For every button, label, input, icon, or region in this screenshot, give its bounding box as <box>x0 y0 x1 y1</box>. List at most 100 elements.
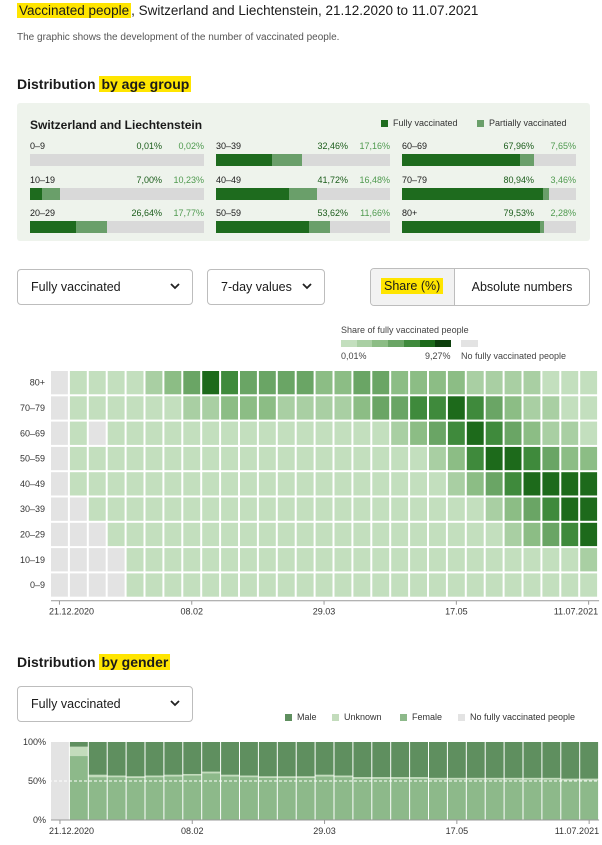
heatmap-cell <box>145 396 163 420</box>
partially-vaccinated-bar <box>542 188 549 200</box>
period-select[interactable]: 7-day values <box>207 269 325 305</box>
gender-select-value: Fully vaccinated <box>31 697 121 711</box>
heatmap-cell <box>447 497 465 521</box>
heatmap-cell <box>542 573 560 597</box>
heatmap-cell <box>580 573 598 597</box>
partially-vaccinated-bar <box>540 221 545 233</box>
fully-vaccinated-bar <box>402 154 521 166</box>
heatmap-cell <box>561 446 579 471</box>
heatmap-cell <box>334 573 352 597</box>
partially-vaccinated-value: 17,16% <box>359 141 390 151</box>
gender-bar-male <box>126 742 145 777</box>
heatmap-cell <box>296 371 314 395</box>
legend-no-data-label: No fully vaccinated people <box>470 712 576 722</box>
gender-bar-male <box>183 742 202 774</box>
legend-no-data-swatch <box>458 713 465 721</box>
heatmap-cell <box>523 421 541 445</box>
heatmap-cell <box>315 548 333 572</box>
heatmap-x-tick-label: 21.12.2020 <box>49 607 94 617</box>
heatmap-cell <box>183 497 201 521</box>
heatmap-cell <box>69 472 87 496</box>
gender-bar-female <box>107 777 126 820</box>
gender-bar-female <box>202 773 221 820</box>
partially-vaccinated-value: 10,23% <box>173 175 204 185</box>
measure-select[interactable]: Fully vaccinated <box>17 269 193 305</box>
heatmap-color-scale <box>341 340 452 347</box>
heatmap-cell <box>69 522 87 547</box>
heatmap-cell <box>447 446 465 471</box>
gender-bar-female <box>523 779 542 820</box>
fully-vaccinated-value: 26,64% <box>131 208 162 218</box>
heatmap-cell <box>315 396 333 420</box>
heatmap-cell <box>183 522 201 547</box>
gender-bar-unknown <box>353 777 372 779</box>
heatmap-cell <box>240 522 257 547</box>
heatmap-cell <box>315 497 333 521</box>
heatmap-cell <box>466 573 484 597</box>
heatmap-cell <box>466 371 484 395</box>
heatmap-cell <box>523 472 541 496</box>
fully-vaccinated-value: 41,72% <box>317 175 348 185</box>
toggle-share-button[interactable]: Share (%) <box>371 269 455 305</box>
age-bar-track <box>216 221 390 233</box>
heatmap-cell <box>485 472 503 496</box>
heatmap-cell <box>372 472 390 496</box>
heatmap-cell <box>315 472 333 496</box>
heatmap-row-label: 10–19 <box>20 555 45 565</box>
gender-bar-male <box>107 742 126 776</box>
gender-bar-female <box>221 776 239 820</box>
gender-bar-unknown <box>202 771 221 774</box>
gender-title-highlight: by gender <box>99 654 171 670</box>
legend-female-swatch <box>400 713 407 721</box>
age-group-cell: 80+ 79,53% 2,28% <box>402 208 576 238</box>
gender-title-prefix: Distribution <box>17 654 100 670</box>
gender-bar-unknown <box>277 776 296 778</box>
heatmap-cell <box>542 446 560 471</box>
partially-vaccinated-bar <box>520 154 534 166</box>
gender-measure-select[interactable]: Fully vaccinated <box>17 686 193 722</box>
gender-bar-male <box>202 742 221 772</box>
heatmap-cell <box>485 548 503 572</box>
legend-unknown-label: Unknown <box>344 712 382 722</box>
heatmap-cell <box>126 371 144 395</box>
gender-bar-female <box>145 777 164 820</box>
gender-bar-unknown <box>391 777 410 779</box>
heatmap-cell <box>429 573 446 597</box>
age-bar-track <box>30 188 204 200</box>
heatmap-cell <box>202 573 220 597</box>
gender-bar-unknown <box>372 777 391 779</box>
heatmap-cell <box>466 421 484 445</box>
heatmap-cell <box>240 396 257 420</box>
toggle-absolute-button[interactable]: Absolute numbers <box>471 280 573 294</box>
legend-male-swatch <box>285 713 292 721</box>
legend-male: Male <box>285 712 317 722</box>
heatmap-cell <box>258 472 276 496</box>
gender-x-tick-label: 21.12.2020 <box>49 826 94 836</box>
heatmap-cell <box>410 472 427 496</box>
heatmap-cell <box>296 421 314 445</box>
gender-x-tick-label: 08.02 <box>181 826 204 836</box>
gender-bar-male <box>240 742 258 776</box>
heatmap-cell <box>277 446 295 471</box>
age-group-cell: 0–9 0,01% 0,02% <box>30 141 204 171</box>
age-group-label: 20–29 <box>30 208 56 218</box>
fully-vaccinated-value: 32,46% <box>317 141 348 151</box>
heatmap-cell <box>183 421 201 445</box>
heatmap-cell <box>485 573 503 597</box>
heatmap-cell <box>240 497 257 521</box>
heatmap-cell <box>391 371 409 395</box>
heatmap-cell <box>164 497 182 521</box>
gender-bar-unknown <box>542 777 561 780</box>
scale-step <box>419 340 436 347</box>
heatmap-cell <box>466 522 484 547</box>
heatmap-cell <box>429 548 446 572</box>
heatmap-cell <box>580 446 598 471</box>
legend-male-label: Male <box>297 712 317 722</box>
heatmap-row-label: 20–29 <box>20 529 45 539</box>
heatmap-x-tick-label: 29.03 <box>313 607 336 617</box>
heatmap-cell <box>164 396 182 420</box>
heatmap-cell <box>372 421 390 445</box>
age-bar-track <box>216 154 390 166</box>
heatmap-cell <box>353 522 371 547</box>
gender-bar-female <box>258 777 277 820</box>
